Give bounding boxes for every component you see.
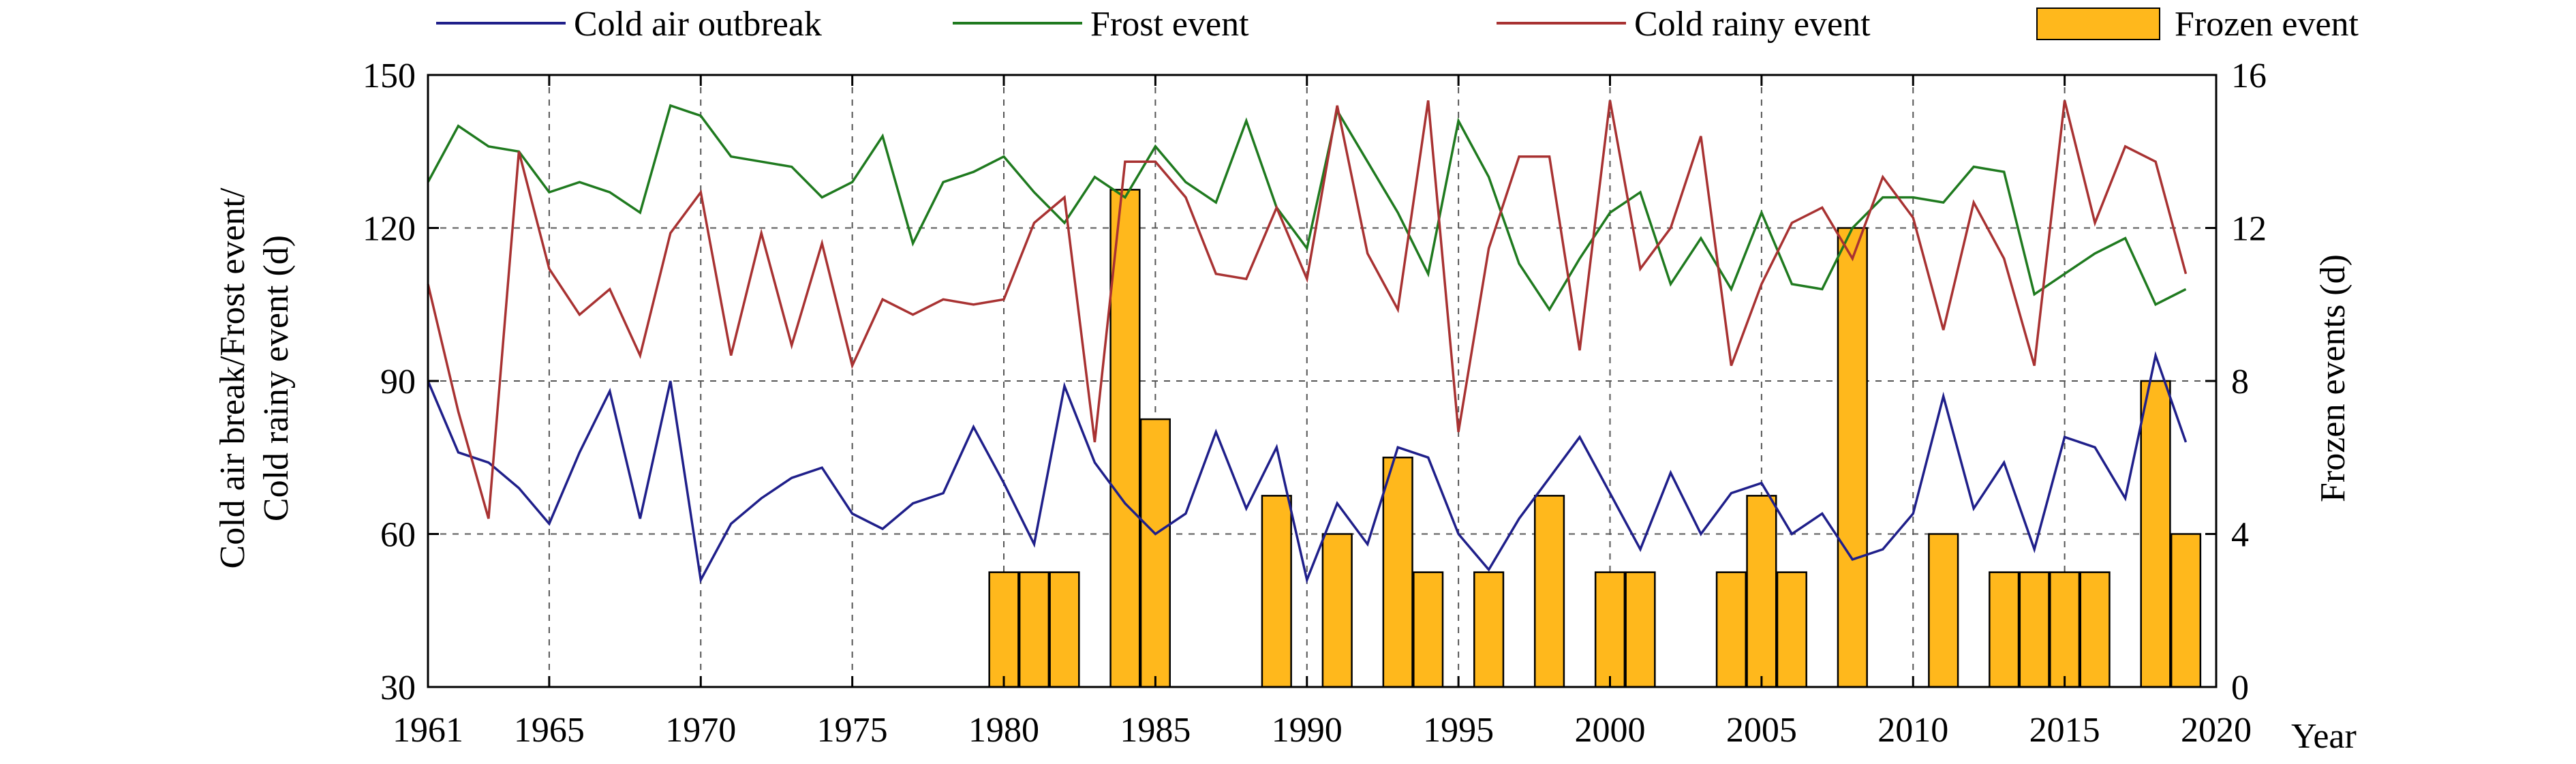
x-tick-label: 2005 bbox=[1726, 711, 1797, 750]
frozen-event-bar-2008 bbox=[1837, 227, 1868, 688]
legend-item-cold-rainy-event: Cold rainy event bbox=[1497, 5, 1871, 44]
legend-label: Frost event bbox=[1090, 5, 1249, 44]
y-axis-left-label-line2: Cold rainy event (d) bbox=[257, 235, 296, 521]
y-left-tick-label: 120 bbox=[363, 210, 416, 249]
frozen-event-bar-1993 bbox=[1382, 457, 1413, 688]
x-tick-label: 2010 bbox=[1877, 711, 1948, 750]
y-left-tick-label: 90 bbox=[380, 363, 416, 401]
y-left-tick-label: 150 bbox=[363, 57, 416, 95]
y-axis-left-label-line1: Cold air break/Frost event/ bbox=[213, 187, 252, 568]
x-tick-label: 1965 bbox=[514, 711, 585, 750]
frozen-event-bar-1989 bbox=[1261, 495, 1292, 688]
series-lines bbox=[427, 100, 2188, 584]
frozen-event-bar-2013 bbox=[1989, 571, 2020, 688]
x-tick-label: 2020 bbox=[2181, 711, 2252, 750]
frozen-event-bar-1994 bbox=[1413, 571, 1444, 688]
frost-event-line bbox=[427, 104, 2187, 312]
frozen-event-bar-1998 bbox=[1533, 495, 1565, 688]
x-axis-label: Year bbox=[2291, 717, 2357, 756]
x-tick-label: 1961 bbox=[393, 711, 463, 750]
y-right-tick-label: 4 bbox=[2231, 516, 2249, 555]
frozen-event-bar-2006 bbox=[1776, 571, 1807, 688]
frozen-event-bar-1996 bbox=[1473, 571, 1505, 688]
y-right-tick-label: 16 bbox=[2231, 57, 2267, 95]
y-left-tick-label: 30 bbox=[380, 669, 416, 707]
y-right-tick-label: 12 bbox=[2231, 210, 2267, 249]
legend-label: Cold rainy event bbox=[1634, 5, 1871, 44]
x-tick-label: 1995 bbox=[1423, 711, 1494, 750]
frozen-event-bar-2018 bbox=[2140, 380, 2171, 688]
legend-item-frost-event: Frost event bbox=[953, 5, 1249, 44]
y-left-tick-label: 60 bbox=[380, 516, 416, 555]
legend-swatch bbox=[2036, 7, 2160, 40]
frozen-event-bars bbox=[988, 189, 2202, 688]
frozen-event-bar-2001 bbox=[1625, 571, 1656, 688]
legend-label: Cold air outbreak bbox=[574, 5, 822, 44]
cold-rainy-event-line bbox=[427, 100, 2188, 519]
frozen-event-bar-2004 bbox=[1715, 571, 1747, 688]
x-tick-label: 1980 bbox=[968, 711, 1039, 750]
x-tick-label: 2000 bbox=[1575, 711, 1646, 750]
frozen-event-bar-2000 bbox=[1594, 571, 1626, 688]
cold-air-outbreak-line bbox=[427, 351, 2188, 584]
x-tick-label: 1990 bbox=[1272, 711, 1343, 750]
frozen-event-bar-2005 bbox=[1746, 495, 1777, 688]
frozen-event-bar-2019 bbox=[2170, 533, 2202, 688]
frozen-event-bar-1981 bbox=[1018, 571, 1050, 688]
y-right-tick-label: 8 bbox=[2231, 363, 2249, 401]
legend-item-cold-air-outbreak: Cold air outbreak bbox=[436, 5, 822, 44]
frozen-event-bar-2011 bbox=[1928, 533, 1959, 688]
x-tick-label: 1975 bbox=[817, 711, 888, 750]
frozen-event-bar-1980 bbox=[988, 571, 1019, 688]
y-axis-right-label: Frozen events (d) bbox=[2314, 254, 2352, 502]
frozen-event-bar-2016 bbox=[2079, 571, 2111, 688]
axes: 1961 1965 1970 1975 1980 1985 1990 1995 2000 2005… bbox=[363, 57, 2267, 750]
frozen-event-bar-1991 bbox=[1321, 533, 1353, 688]
x-tick-label: 2015 bbox=[2029, 711, 2100, 750]
frozen-event-bar-1982 bbox=[1049, 571, 1080, 688]
legend-label: Frozen event bbox=[2175, 5, 2359, 44]
frozen-event-bar-1985 bbox=[1139, 418, 1171, 688]
x-tick-label: 1985 bbox=[1120, 711, 1191, 750]
frozen-event-bar-2014 bbox=[2019, 571, 2050, 688]
legend: Cold air outbreak Frost event Cold rainy e… bbox=[436, 5, 2359, 44]
legend-item-frozen-event: Frozen event bbox=[2036, 5, 2359, 44]
y-right-tick-label: 0 bbox=[2231, 669, 2249, 707]
frozen-event-bar-2015 bbox=[2049, 571, 2081, 688]
x-tick-label: 1970 bbox=[665, 711, 736, 750]
